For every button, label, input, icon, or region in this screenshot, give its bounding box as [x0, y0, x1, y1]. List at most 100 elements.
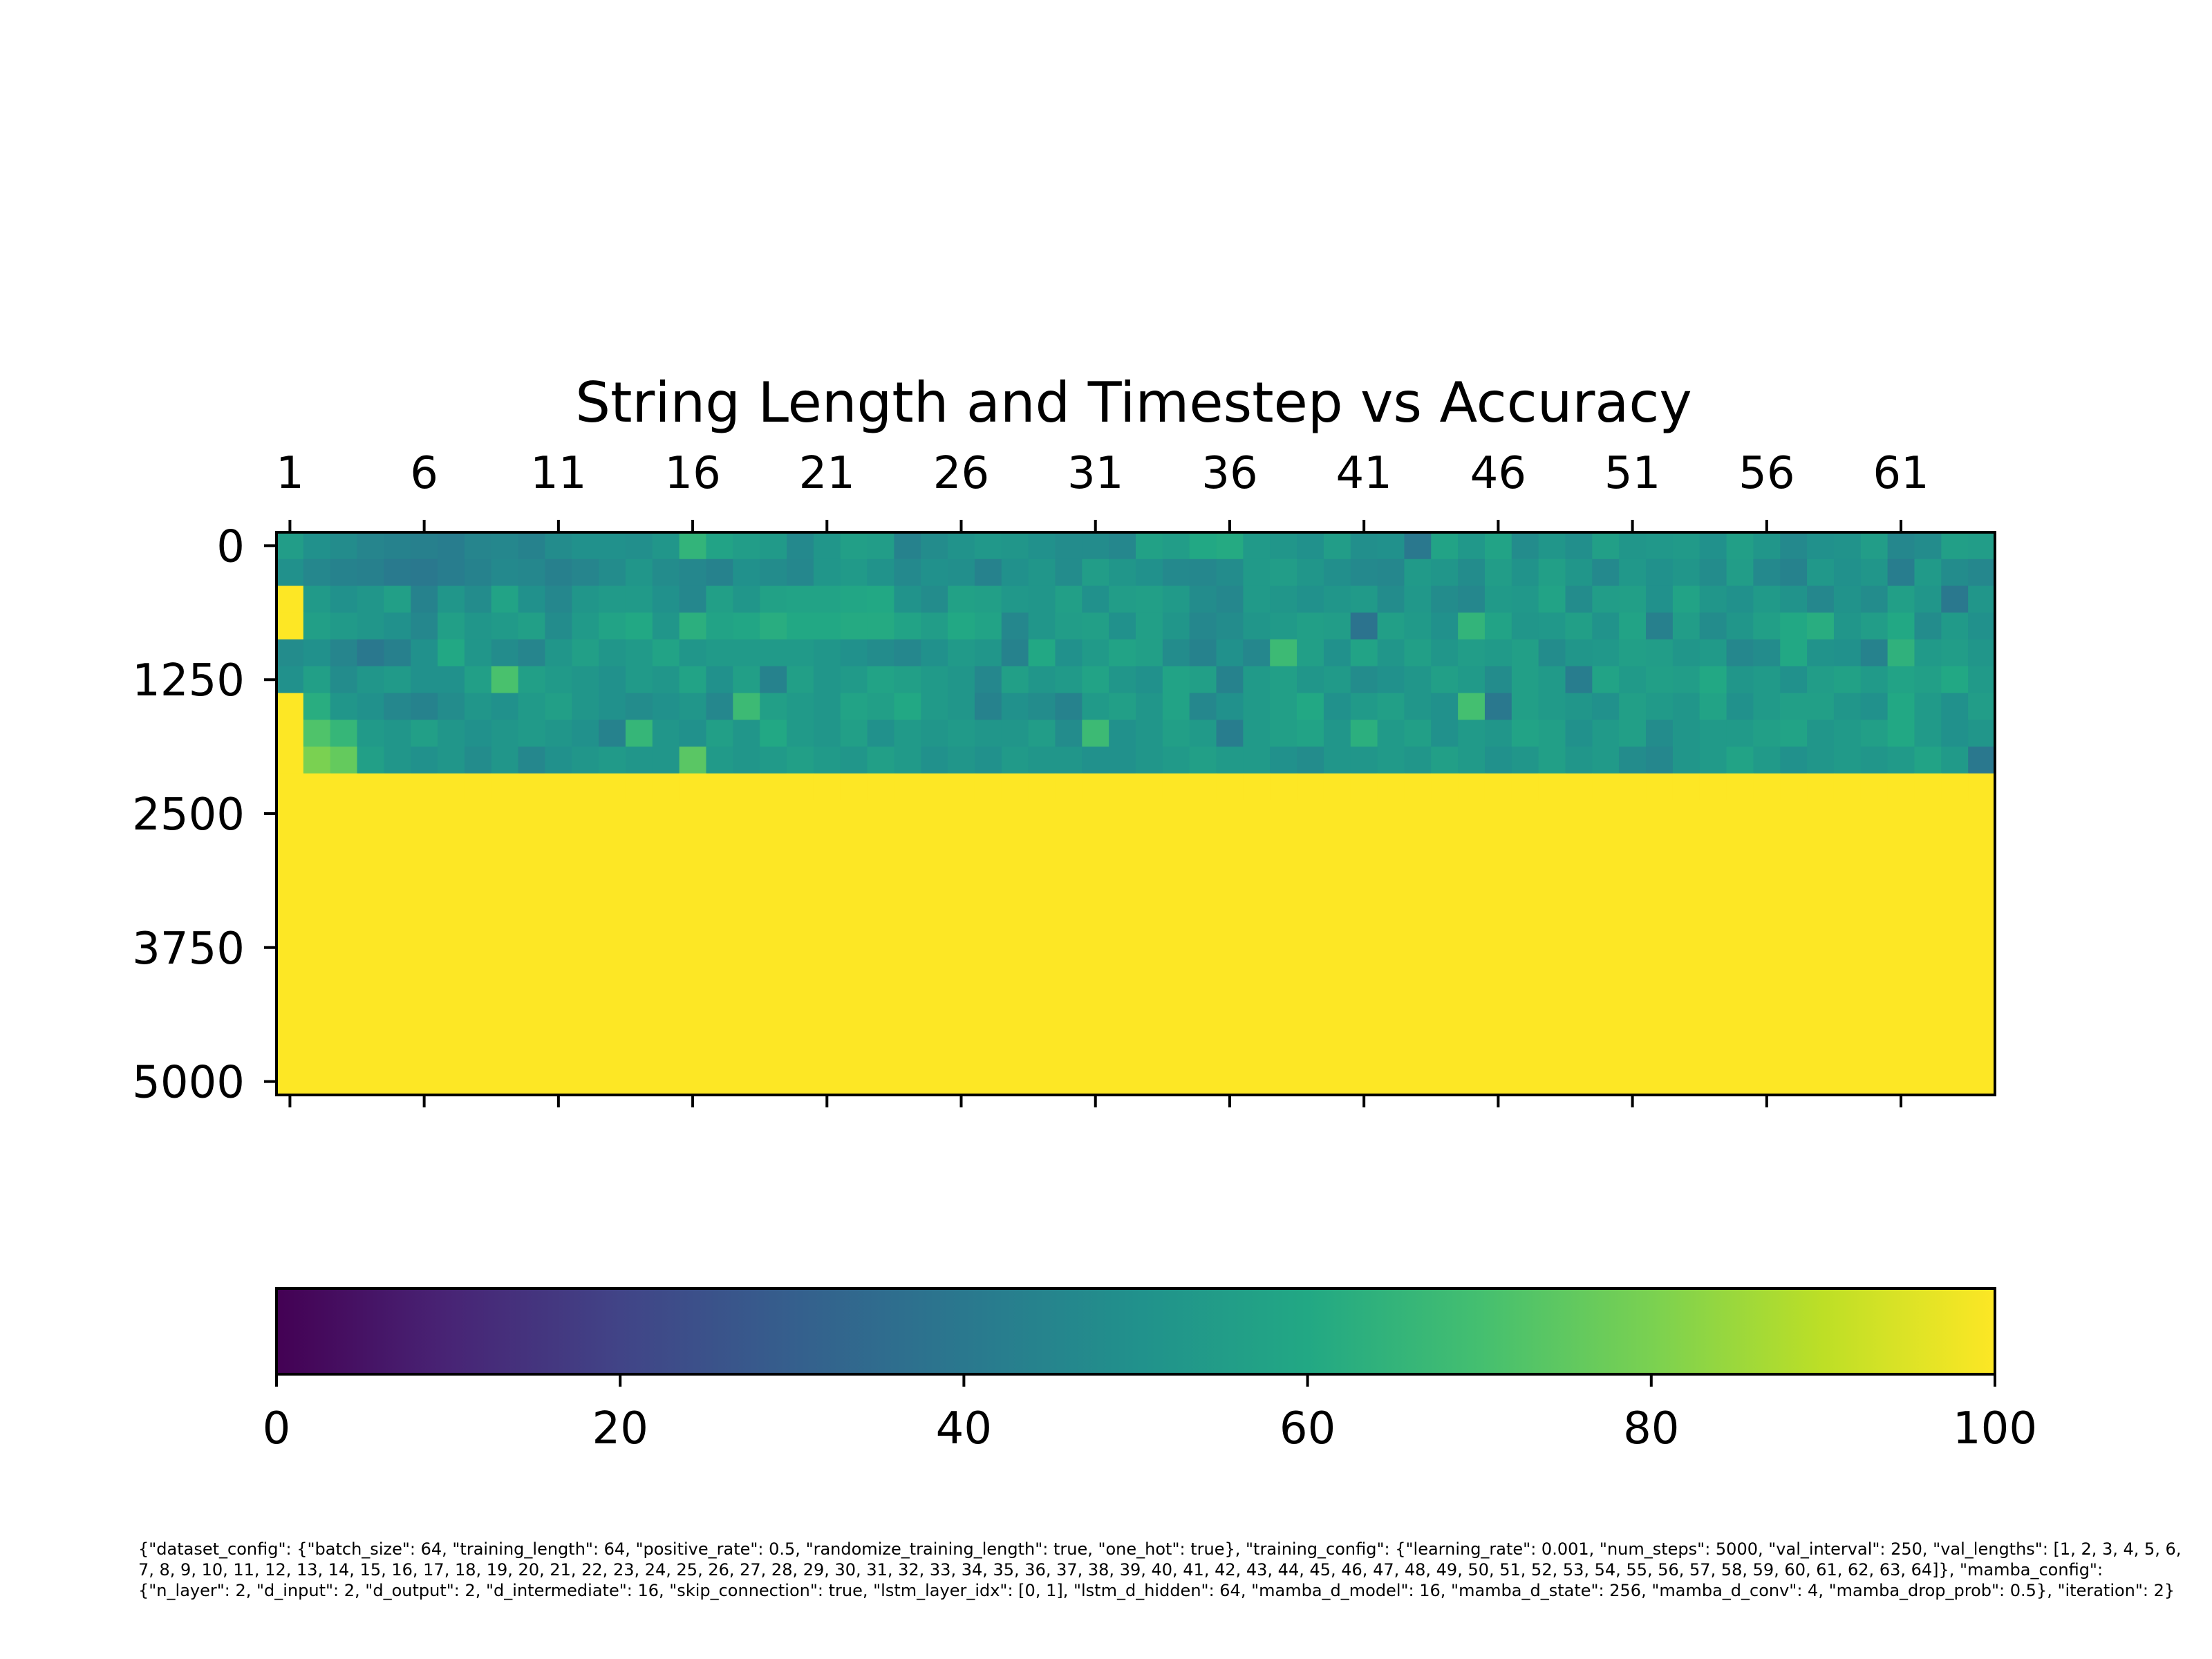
colorbar-tick-label: 80 [1623, 1403, 1679, 1454]
heatmap-cell [813, 666, 841, 694]
heatmap-cell [1377, 585, 1405, 613]
heatmap-cell [840, 720, 868, 747]
heatmap-cell [464, 585, 492, 613]
heatmap-cell [1082, 532, 1109, 560]
heatmap-cell [1297, 532, 1324, 560]
heatmap-cell [1619, 532, 1647, 560]
heatmap-cell [1431, 639, 1459, 667]
heatmap-cell-block [276, 800, 1995, 1095]
heatmap-cell [1162, 585, 1190, 613]
heatmap-cell [1807, 773, 1835, 801]
heatmap-cell [948, 747, 975, 774]
heatmap-cell [1646, 773, 1674, 801]
heatmap-cell [1458, 612, 1485, 640]
colorbar-tick-label: 20 [592, 1403, 648, 1454]
heatmap-cell [1136, 585, 1163, 613]
heatmap-cell [921, 559, 948, 587]
heatmap-cell [1887, 720, 1915, 747]
heatmap-cell [867, 559, 894, 587]
heatmap-cell [1860, 666, 1888, 694]
heatmap-cell [303, 747, 331, 774]
heatmap-cell [1055, 693, 1082, 720]
heatmap-cell [1243, 666, 1271, 694]
heatmap-cell [948, 532, 975, 560]
colorbar-tick-label: 60 [1280, 1403, 1335, 1454]
heatmap-cell [1458, 747, 1485, 774]
heatmap-cell [1216, 693, 1244, 720]
heatmap-cell [679, 720, 707, 747]
heatmap-cell [787, 693, 814, 720]
heatmap-cell [1914, 639, 1942, 667]
heatmap-cell [1270, 747, 1297, 774]
heatmap-cell [1297, 559, 1324, 587]
heatmap-cell [1216, 532, 1244, 560]
heatmap-cell [1807, 747, 1835, 774]
heatmap-cell [679, 693, 707, 720]
heatmap-cell [1216, 720, 1244, 747]
heatmap-cell [330, 773, 358, 801]
heatmap-cell [1592, 532, 1620, 560]
heatmap-cell [545, 532, 572, 560]
heatmap-cell [438, 639, 465, 667]
heatmap-cell [1619, 773, 1647, 801]
heatmap-cell [733, 612, 760, 640]
heatmap-cell [357, 639, 384, 667]
heatmap-cell [840, 559, 868, 587]
heatmap-cell [1189, 559, 1217, 587]
heatmap-cell [1055, 559, 1082, 587]
heatmap-cell [1028, 559, 1056, 587]
heatmap-cell [1914, 693, 1942, 720]
heatmap-cell [1592, 693, 1620, 720]
heatmap-cell [1914, 773, 1942, 801]
heatmap-cell [1833, 559, 1862, 587]
heatmap-cell [1377, 773, 1405, 801]
heatmap-cell [1592, 666, 1620, 694]
heatmap-cell [733, 693, 760, 720]
heatmap-cell [411, 532, 438, 560]
heatmap-cell [1914, 747, 1942, 774]
heatmap-cell [384, 747, 411, 774]
heatmap-cell [464, 532, 492, 560]
heatmap-cell [652, 585, 680, 613]
heatmap-cell [438, 532, 465, 560]
heatmap-cell [840, 585, 868, 613]
heatmap-cell [1860, 559, 1888, 587]
heatmap-cell [706, 585, 733, 613]
heatmap-cell [625, 532, 653, 560]
heatmap-cell [1082, 639, 1109, 667]
heatmap-cell [1511, 773, 1539, 801]
heatmap-cell [1431, 747, 1459, 774]
heatmap-cell [1565, 720, 1593, 747]
heatmap-cell [1780, 585, 1808, 613]
heatmap-cell [625, 720, 653, 747]
heatmap-cell [1807, 639, 1835, 667]
heatmap-cell [1619, 559, 1647, 587]
heatmap-cell [1323, 693, 1351, 720]
heatmap-cell [1028, 666, 1056, 694]
heatmap-cell [1807, 559, 1835, 587]
heatmap-cell [1726, 693, 1754, 720]
heatmap-cell [1350, 747, 1378, 774]
heatmap-cell [1968, 532, 1996, 560]
heatmap-cell [1404, 720, 1432, 747]
heatmap-cell [1941, 612, 1969, 640]
heatmap-cell [357, 585, 384, 613]
heatmap-cell [1189, 612, 1217, 640]
heatmap-cell [411, 639, 438, 667]
colorbar-axis: 0 20 40 60 80 100 [263, 1374, 2037, 1454]
heatmap-cell [1860, 720, 1888, 747]
heatmap-cell [1672, 720, 1700, 747]
heatmap-cell [1672, 532, 1700, 560]
heatmap-cell [1216, 747, 1244, 774]
heatmap-cell [1109, 585, 1136, 613]
heatmap-cell [1511, 693, 1539, 720]
heatmap-cell [1082, 773, 1109, 801]
heatmap-cell [921, 666, 948, 694]
x-tick-label: 31 [1067, 448, 1123, 499]
heatmap-cell [1699, 559, 1727, 587]
heatmap-cell [303, 612, 331, 640]
heatmap-cell [1082, 693, 1109, 720]
heatmap-cell [1511, 585, 1539, 613]
heatmap-cell [1699, 747, 1727, 774]
heatmap-cell [1270, 666, 1297, 694]
